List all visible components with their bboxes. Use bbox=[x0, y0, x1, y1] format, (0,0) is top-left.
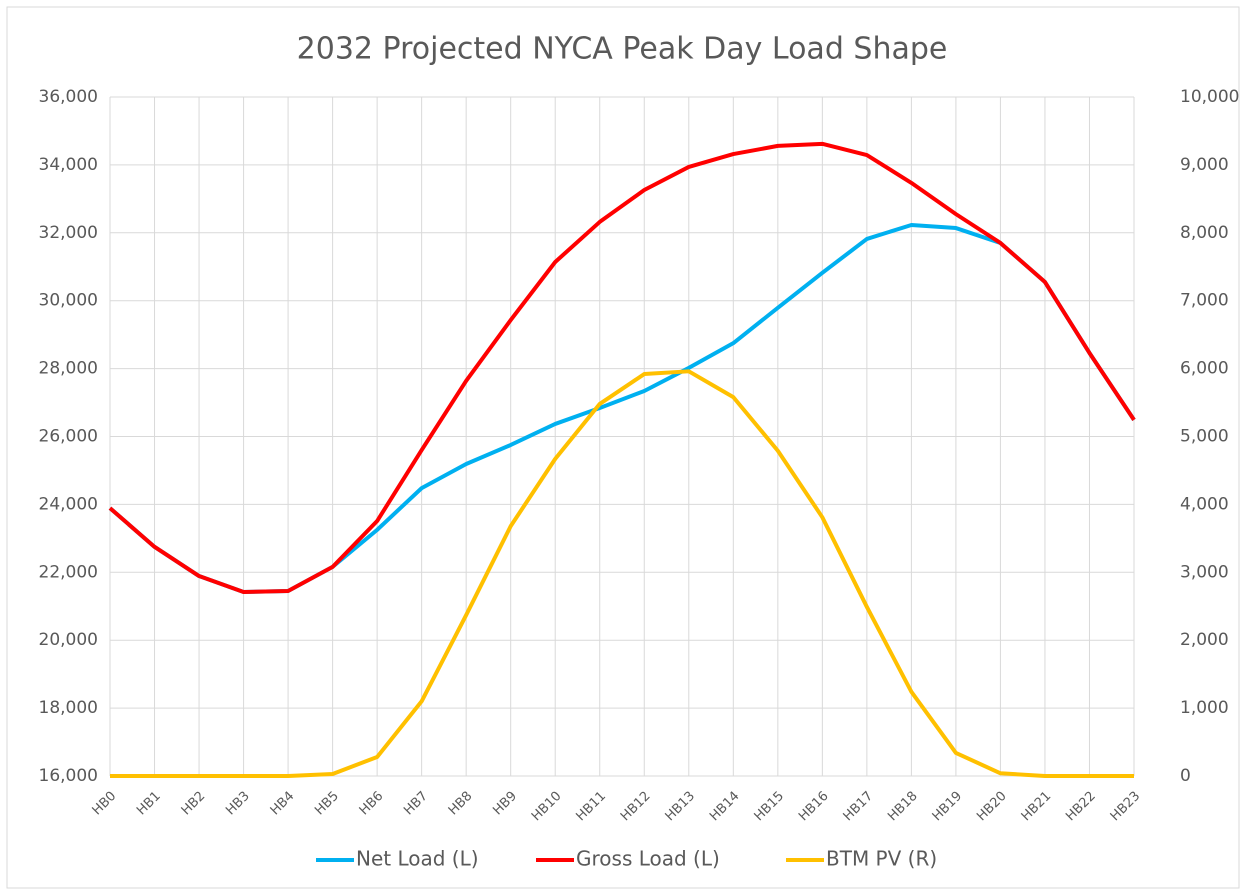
y-tick-label: 32,000 bbox=[39, 223, 98, 243]
series-line bbox=[110, 369, 1134, 778]
y2-tick-label: 9,000 bbox=[1180, 155, 1229, 175]
chart-border bbox=[6, 6, 1240, 889]
y2-tick-label: 10,000 bbox=[1180, 87, 1239, 107]
legend-label: Net Load (L) bbox=[356, 847, 479, 871]
legend-label: Gross Load (L) bbox=[576, 847, 720, 871]
y2-tick-label: 8,000 bbox=[1180, 223, 1229, 243]
y2-tick-label: 5,000 bbox=[1180, 427, 1229, 447]
y2-tick-label: 0 bbox=[1180, 766, 1191, 786]
y2-tick-label: 3,000 bbox=[1180, 562, 1229, 582]
y-tick-label: 28,000 bbox=[39, 359, 98, 379]
y2-tick-label: 4,000 bbox=[1180, 494, 1229, 514]
chart-title: 2032 Projected NYCA Peak Day Load Shape bbox=[297, 32, 948, 67]
y2-tick-label: 2,000 bbox=[1180, 630, 1229, 650]
y-tick-label: 22,000 bbox=[39, 562, 98, 582]
y-tick-label: 16,000 bbox=[39, 766, 98, 786]
y2-tick-label: 7,000 bbox=[1180, 291, 1229, 311]
y-tick-label: 30,000 bbox=[39, 291, 98, 311]
y-tick-label: 24,000 bbox=[39, 494, 98, 514]
y-tick-label: 20,000 bbox=[39, 630, 98, 650]
y2-tick-label: 6,000 bbox=[1180, 359, 1229, 379]
series-line bbox=[108, 141, 1136, 594]
y2-tick-label: 1,000 bbox=[1180, 698, 1229, 718]
legend-label: BTM PV (R) bbox=[826, 847, 937, 871]
y-tick-label: 34,000 bbox=[39, 155, 98, 175]
y-tick-label: 26,000 bbox=[39, 427, 98, 447]
y-tick-label: 36,000 bbox=[39, 87, 98, 107]
y-tick-label: 18,000 bbox=[39, 698, 98, 718]
